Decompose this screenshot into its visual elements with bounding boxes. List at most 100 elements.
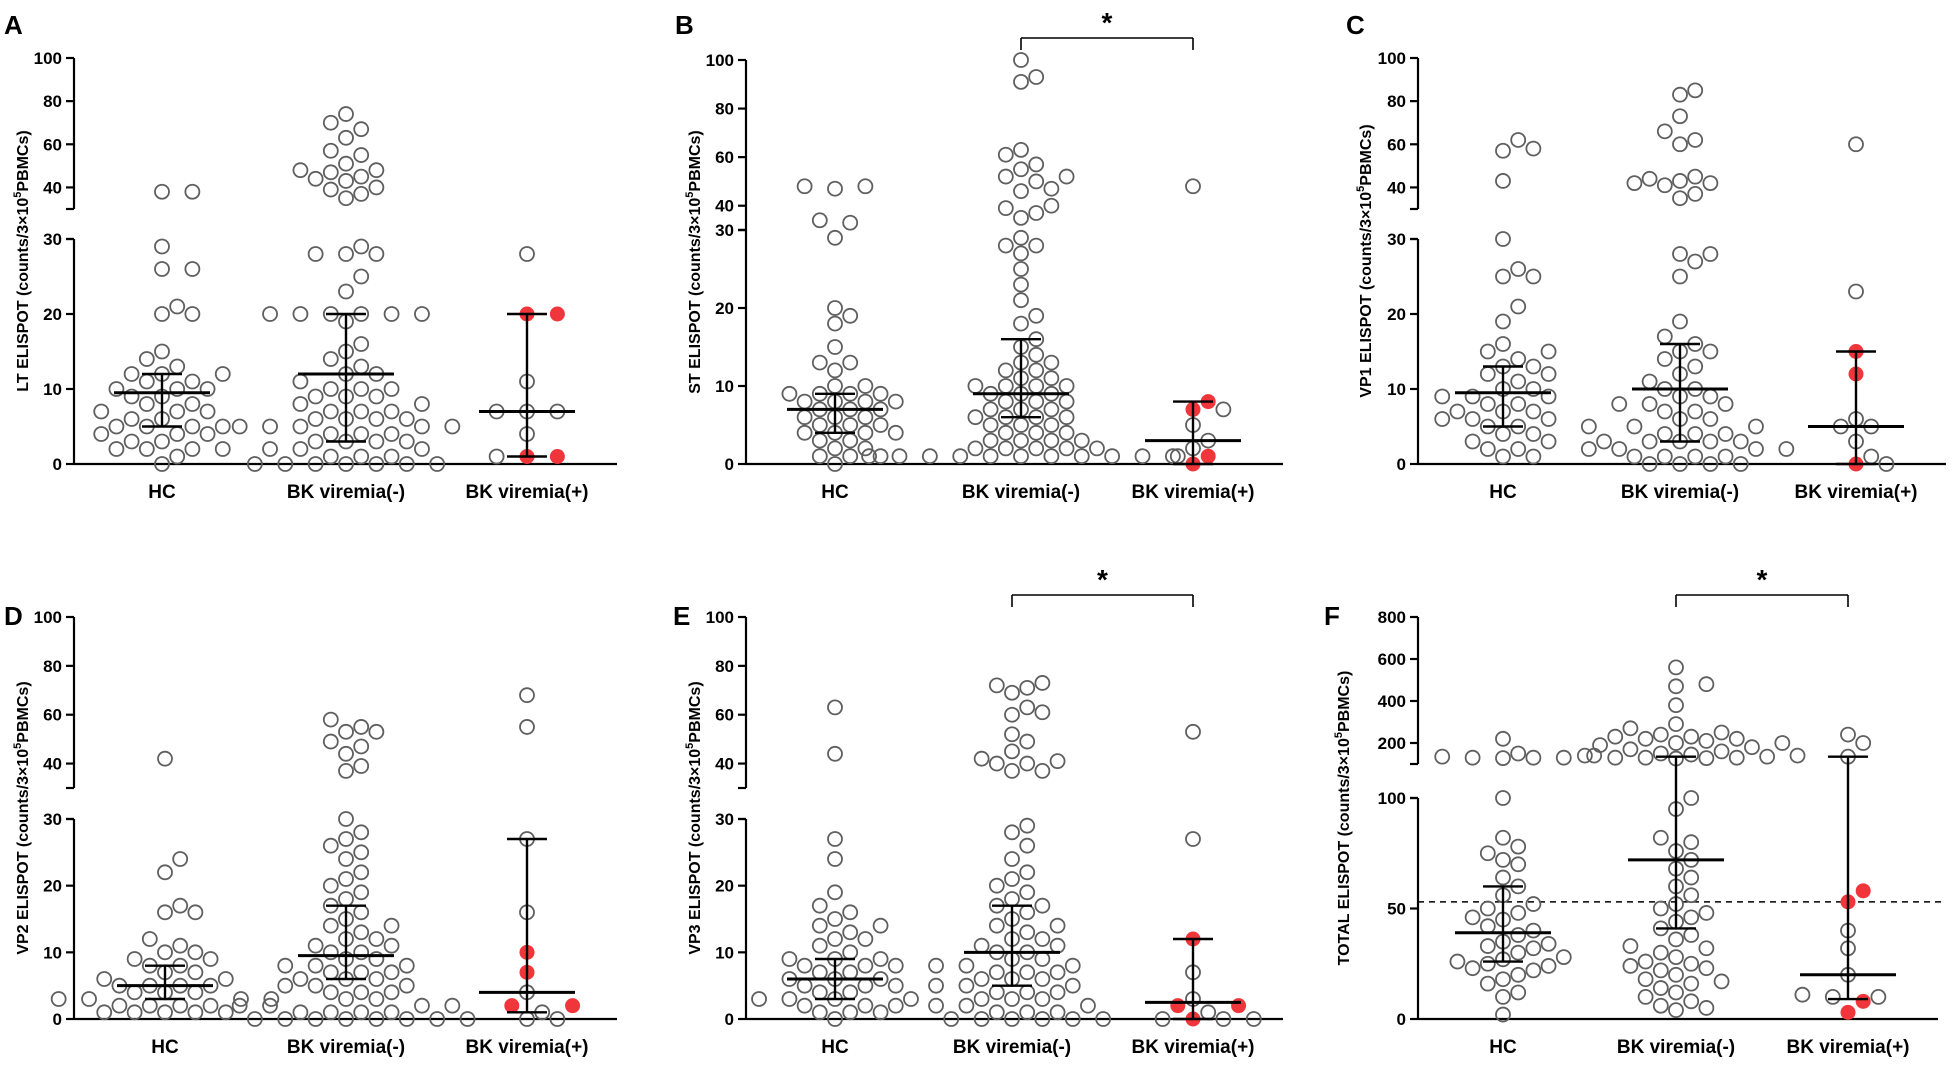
y-tick-label: 200 bbox=[1378, 734, 1406, 753]
group-2 bbox=[1145, 723, 1262, 1027]
y-tick-label: 40 bbox=[43, 755, 62, 774]
data-point bbox=[1034, 931, 1051, 947]
data-point bbox=[988, 964, 1005, 981]
data-point bbox=[1698, 733, 1715, 749]
data-point bbox=[187, 1004, 204, 1021]
data-point bbox=[1095, 1011, 1112, 1027]
data-point bbox=[1687, 168, 1704, 185]
data-point bbox=[126, 1004, 143, 1021]
data-point bbox=[1028, 362, 1045, 379]
data-point-filled bbox=[1840, 1004, 1856, 1020]
data-point bbox=[887, 424, 904, 441]
data-point bbox=[1019, 964, 1036, 981]
data-point bbox=[1034, 675, 1051, 691]
panel-label: D bbox=[4, 601, 23, 631]
data-point bbox=[1034, 763, 1051, 779]
data-point bbox=[519, 687, 535, 704]
data-point bbox=[811, 917, 828, 934]
data-point bbox=[1449, 953, 1466, 970]
group-2 bbox=[1808, 136, 1904, 472]
data-point bbox=[126, 951, 143, 967]
data-point bbox=[872, 385, 889, 402]
x-category-label: BK viremia(+) bbox=[465, 482, 588, 503]
data-point bbox=[928, 977, 944, 994]
data-point bbox=[1683, 869, 1700, 886]
x-category-label: HC bbox=[1489, 1037, 1517, 1058]
group-1 bbox=[861, 52, 1181, 465]
y-axis-label: VP1 ELISPOT (counts/3×105PBMCs) bbox=[1355, 124, 1375, 397]
data-point bbox=[1525, 922, 1542, 939]
y-tick-label: 0 bbox=[725, 455, 734, 474]
data-point bbox=[141, 997, 158, 1014]
data-point bbox=[1656, 123, 1673, 140]
data-point bbox=[1013, 315, 1029, 332]
data-point bbox=[973, 937, 990, 954]
data-point bbox=[1495, 790, 1511, 806]
data-point bbox=[307, 937, 324, 954]
data-point bbox=[1540, 958, 1557, 974]
data-point bbox=[353, 984, 370, 1001]
y-axis-label-tail: PBMCs) bbox=[687, 681, 704, 742]
data-point bbox=[1672, 190, 1688, 207]
data-point bbox=[1672, 86, 1688, 103]
data-point bbox=[322, 984, 339, 1001]
data-point bbox=[1698, 905, 1715, 921]
data-point bbox=[368, 388, 385, 405]
data-point bbox=[1683, 887, 1700, 904]
data-point bbox=[1683, 955, 1700, 972]
data-point bbox=[184, 373, 201, 390]
panel-c: C 0 10 20 30 40 60 80 100 VP1 ELISPOT (counts/3×1… bbox=[1346, 10, 1946, 503]
data-point bbox=[982, 417, 999, 433]
group-2 bbox=[479, 246, 575, 465]
y-axis-label-superscript: 5 bbox=[1355, 186, 1367, 192]
data-point bbox=[1049, 753, 1066, 770]
data-point bbox=[1672, 173, 1688, 189]
data-point bbox=[338, 763, 354, 779]
data-point bbox=[842, 904, 859, 921]
data-point bbox=[1510, 984, 1527, 1001]
data-point bbox=[138, 441, 155, 457]
data-point bbox=[187, 904, 204, 921]
data-point bbox=[1034, 951, 1051, 967]
data-point bbox=[138, 351, 155, 367]
panel-b: B 0 10 20 30 40 60 80 100 ST ELISPOT (counts/3×10… bbox=[675, 7, 1283, 503]
data-point bbox=[1510, 745, 1527, 762]
data-point bbox=[1004, 684, 1020, 701]
y-axis-label-text: VP1 ELISPOT (counts/3×10 bbox=[1358, 192, 1375, 398]
data-point bbox=[1019, 679, 1036, 696]
data-point bbox=[338, 745, 354, 762]
y-tick-label: 10 bbox=[43, 943, 62, 962]
data-point bbox=[1004, 871, 1020, 887]
significance-star: * bbox=[1102, 7, 1113, 38]
data-point bbox=[398, 433, 415, 450]
data-point bbox=[322, 164, 339, 181]
data-point bbox=[1034, 991, 1051, 1007]
data-point bbox=[1245, 1011, 1262, 1027]
data-point bbox=[1525, 448, 1542, 465]
data-point bbox=[277, 957, 294, 974]
data-point bbox=[1702, 388, 1719, 405]
data-point bbox=[1034, 704, 1051, 721]
data-point bbox=[338, 851, 354, 867]
data-point bbox=[444, 418, 461, 435]
y-tick-label: 100 bbox=[706, 51, 734, 70]
data-point bbox=[1013, 229, 1029, 246]
data-point bbox=[1028, 237, 1045, 254]
data-point bbox=[322, 837, 339, 854]
data-point bbox=[353, 381, 370, 397]
data-point bbox=[184, 261, 201, 277]
group-2 bbox=[1794, 726, 1896, 1020]
data-point bbox=[1449, 403, 1466, 420]
data-point bbox=[1668, 678, 1684, 695]
data-point bbox=[1713, 973, 1730, 990]
data-point bbox=[1019, 984, 1036, 1001]
data-point bbox=[368, 456, 385, 472]
data-point bbox=[108, 381, 125, 397]
data-point bbox=[383, 917, 400, 934]
data-point bbox=[1732, 456, 1749, 472]
data-point bbox=[1495, 829, 1511, 846]
data-point bbox=[1637, 989, 1654, 1005]
data-point bbox=[958, 977, 975, 994]
data-point bbox=[338, 1011, 354, 1027]
data-point bbox=[1028, 173, 1045, 190]
